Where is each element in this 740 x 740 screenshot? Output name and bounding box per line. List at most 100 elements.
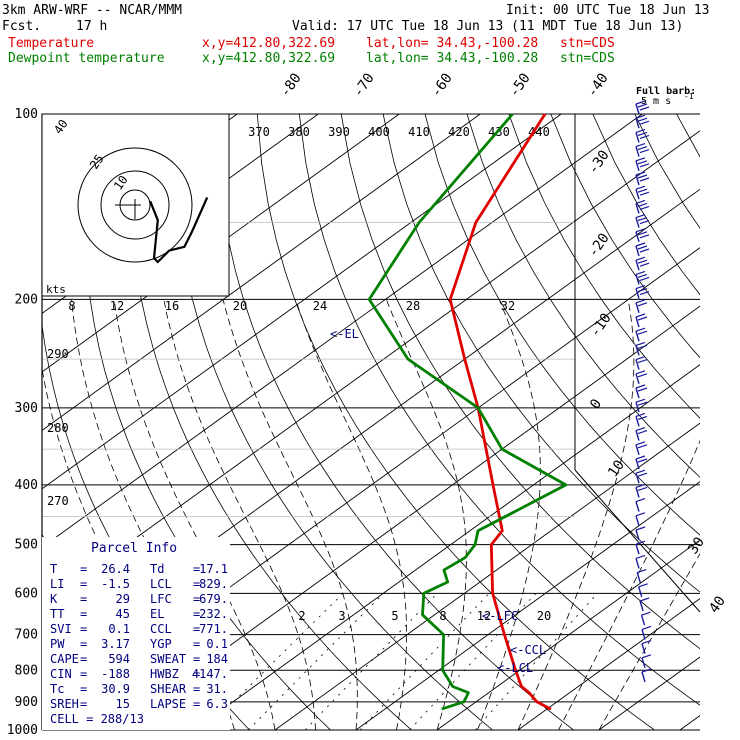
wind-barb-staff	[638, 586, 643, 598]
pressure-tick-label: 400	[15, 478, 38, 493]
dry-adiabat	[466, 114, 700, 478]
parcel-info-cell: =	[80, 637, 87, 651]
theta-label: 370	[248, 125, 270, 139]
wind-barb-flag	[635, 356, 646, 361]
side-theta-label: 280	[47, 421, 69, 435]
wind-barb-flag	[635, 469, 646, 474]
wind-barb-flag	[637, 330, 648, 335]
hodograph-scale-label: 32	[501, 299, 515, 313]
mixing-ratio-line	[474, 593, 598, 730]
isotherm-line	[42, 114, 481, 431]
hodograph-scale-label: 20	[233, 299, 247, 313]
wind-barb-flag	[637, 188, 648, 193]
hodograph-ring	[100, 170, 170, 240]
wind-barb-flag	[637, 217, 648, 222]
wind-barb-staff	[635, 245, 640, 257]
parcel-info-cell: 3.17	[101, 637, 130, 651]
mixing-ratio-line	[304, 593, 438, 730]
wind-barb-staff	[635, 316, 640, 328]
wind-barb-flag	[635, 256, 646, 261]
parcel-info-cell: Tc	[50, 682, 64, 696]
wind-barb-staff	[635, 103, 640, 115]
wind-barb-staff	[635, 416, 640, 427]
wind-barb-flag	[635, 299, 646, 304]
moist-adiabat	[222, 299, 358, 730]
mixing-ratio-line	[248, 593, 384, 730]
wind-barb-flag	[637, 131, 648, 136]
wind-barb-flag	[637, 472, 648, 477]
parcel-info-title: Parcel Info	[91, 541, 177, 556]
theta-label: 410	[408, 125, 430, 139]
parcel-info-cell: 6.3	[206, 697, 228, 711]
wind-barb-flag	[637, 458, 648, 463]
dry-adiabat	[634, 114, 700, 229]
hodograph-ring-label: 25	[87, 152, 107, 172]
moist-adiabat	[42, 366, 195, 730]
wind-barb-flag	[637, 202, 648, 207]
wind-barb-staff	[635, 543, 640, 555]
hodograph-scale-label: 8	[68, 299, 75, 313]
parcel-info-cell: 0.1	[206, 637, 228, 651]
dewpoint-legend-xy: x,y=412.80,322.69	[202, 51, 336, 66]
wind-barb-flag	[635, 526, 646, 531]
parcel-info-cell: 594	[108, 652, 130, 666]
wind-barb-staff	[635, 259, 640, 271]
hodograph-trace	[149, 196, 209, 264]
parcel-info-cell: =	[80, 652, 87, 666]
dry-adiabat	[719, 114, 740, 730]
parcel-info-cell: EL	[150, 607, 164, 621]
mixing-ratio-label: 12	[477, 609, 491, 623]
wind-barb-flag	[635, 540, 646, 545]
temperature-legend-latlon: lat,lon= 34.43,-100.28	[366, 36, 539, 51]
parcel-cell-label: CELL = 288/13	[50, 712, 144, 726]
wind-barb-flag	[635, 370, 646, 375]
mixing-ratio-line	[359, 593, 490, 730]
moist-adiabat	[517, 299, 635, 730]
parcel-info-cell: Td	[150, 562, 164, 576]
theta-label: 390	[328, 125, 350, 139]
parcel-info-cell: LAPSE	[150, 697, 186, 711]
wind-barb-staff	[635, 302, 640, 314]
temperature-legend-xy: x,y=412.80,322.69	[202, 36, 336, 51]
parcel-info-cell: =	[80, 622, 87, 636]
wind-barb-flag	[635, 512, 646, 517]
wind-barb-flag	[637, 486, 648, 491]
wind-barb-flag	[635, 185, 646, 190]
dry-adiabat	[382, 114, 700, 593]
barb-legend-value: 5 m s	[641, 96, 671, 107]
parcel-info-cell: T	[50, 562, 57, 576]
wind-barb-flag	[635, 554, 646, 559]
parcel-info-cell: 679.	[199, 592, 228, 606]
dry-adiabat	[508, 114, 700, 419]
temperature-legend-stn: stn=CDS	[560, 36, 615, 51]
wind-barbs	[574, 100, 701, 683]
wind-barb-flag	[635, 199, 646, 204]
wind-barb-flag	[635, 100, 646, 105]
parcel-info-cell: SVI	[50, 622, 72, 636]
wind-barb-flag	[639, 276, 650, 281]
hodograph-unit-label: kts	[46, 283, 66, 296]
wind-barb-flag	[635, 114, 646, 119]
hodograph-ring	[77, 147, 193, 263]
parcel-info-cell: 4147.	[192, 667, 228, 681]
wind-barb-flag	[639, 597, 650, 602]
parcel-info-cell: =	[193, 697, 200, 711]
theta-label: 420	[448, 125, 470, 139]
wind-barb-flag	[637, 444, 648, 449]
parcel-info-cell: SREH	[50, 697, 79, 711]
wind-barb-flag	[639, 234, 650, 239]
wind-barb-staff	[635, 203, 640, 214]
isotherm-label: -10	[587, 310, 615, 340]
mixing-ratio-label: 8	[439, 609, 446, 623]
moist-adiabat	[71, 299, 235, 730]
parcel-info-cell: K	[50, 592, 58, 606]
wind-barb-flag	[637, 344, 648, 349]
parcel-info-cell: 0.1	[108, 622, 130, 636]
wind-barb-flag	[635, 398, 646, 403]
wind-barb-flag	[639, 205, 650, 210]
wind-barb-staff	[635, 174, 640, 186]
wind-barb-staff	[635, 515, 640, 527]
parcel-info-cell: CIN	[50, 667, 72, 681]
wind-barb-flag	[637, 231, 648, 236]
pressure-tick-label: 900	[15, 695, 38, 710]
